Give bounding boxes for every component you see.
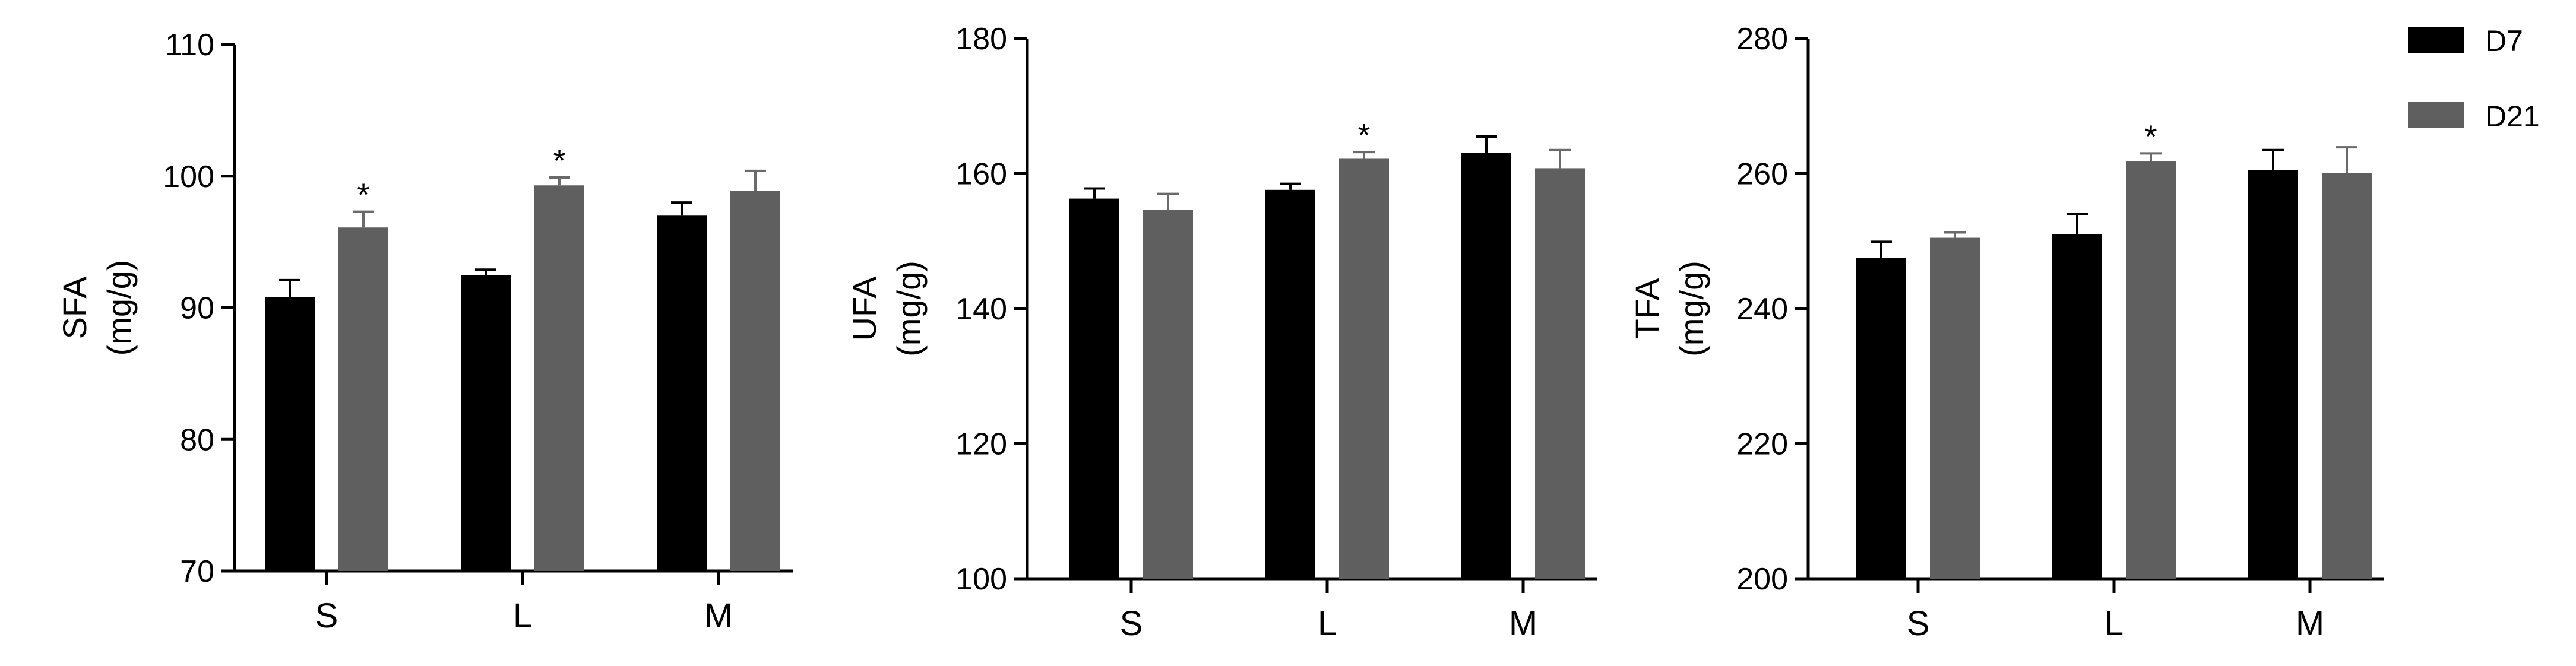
sfa-panel: 70 80 90 100 110 SFA (mg/g) S L M * *	[56, 28, 793, 635]
y-tick-label: 160	[955, 157, 1007, 192]
bar-d7-s	[265, 297, 315, 571]
x-tick-label: M	[704, 597, 733, 635]
bar-d21-m	[2322, 173, 2372, 579]
y-tick-label: 100	[163, 160, 214, 194]
y-axis-unit-label: (mg/g)	[100, 260, 138, 356]
y-axis-unit-label: (mg/g)	[890, 261, 928, 357]
x-tick-label: M	[2296, 604, 2324, 643]
bar-d7-s	[1856, 258, 1906, 579]
x-tick-label: S	[1907, 604, 1930, 643]
bar-d7-l	[2052, 234, 2102, 579]
ufa-panel: 100 120 140 160 180 UFA (mg/g) S L M *	[846, 22, 1597, 643]
legend-label-d21: D21	[2485, 100, 2540, 133]
bar-d21-s	[1143, 210, 1193, 579]
y-tick-label: 80	[180, 423, 214, 457]
x-tick-label: L	[2105, 604, 2124, 643]
y-tick-label: 70	[180, 554, 214, 589]
y-tick-label: 220	[1736, 427, 1788, 462]
y-tick-label: 180	[955, 22, 1007, 56]
y-tick-label: 200	[1736, 562, 1788, 597]
bar-d7-s	[1069, 198, 1119, 579]
y-tick-label: 260	[1736, 157, 1788, 192]
x-tick-label: S	[1120, 604, 1143, 643]
bar-d21-l	[1339, 158, 1389, 579]
y-tick-label: 100	[955, 562, 1007, 597]
bar-d7-m	[2248, 170, 2298, 579]
x-tick-label: S	[315, 597, 338, 635]
y-tick-label: 90	[180, 291, 214, 326]
y-axis-unit-label: (mg/g)	[1673, 261, 1710, 357]
significance-mark: *	[1357, 118, 1370, 153]
significance-mark: *	[2144, 119, 2157, 154]
significance-mark: *	[553, 143, 565, 179]
bar-d21-s	[338, 227, 388, 571]
bar-d7-m	[1461, 153, 1511, 579]
y-tick-label: 140	[955, 292, 1007, 326]
bar-d7-l	[461, 275, 511, 571]
y-tick-label: 280	[1736, 22, 1788, 56]
y-tick-label: 240	[1736, 292, 1788, 326]
significance-mark: *	[357, 177, 369, 213]
legend: D7 D21	[2408, 24, 2540, 133]
bar-d21-l	[534, 185, 584, 572]
bar-d7-m	[657, 215, 707, 571]
y-axis-label: TFA	[1628, 278, 1666, 339]
y-tick-label: 120	[955, 427, 1007, 462]
legend-swatch-d7	[2408, 27, 2464, 53]
x-tick-label: L	[513, 597, 532, 635]
bar-d21-m	[730, 191, 780, 572]
legend-swatch-d21	[2408, 102, 2464, 128]
x-tick-label: M	[1509, 604, 1537, 643]
y-axis-label: SFA	[56, 276, 93, 339]
bar-d21-l	[2126, 161, 2176, 579]
x-tick-label: L	[1318, 604, 1337, 643]
y-axis-label: UFA	[846, 276, 883, 341]
y-tick-label: 110	[165, 28, 214, 62]
bar-d21-m	[1535, 168, 1585, 579]
legend-label-d7: D7	[2485, 24, 2523, 58]
tfa-panel: 200 220 240 260 280 TFA (mg/g) S L M *	[1628, 22, 2384, 643]
bar-d21-s	[1930, 237, 1980, 579]
bar-d7-l	[1265, 189, 1315, 579]
